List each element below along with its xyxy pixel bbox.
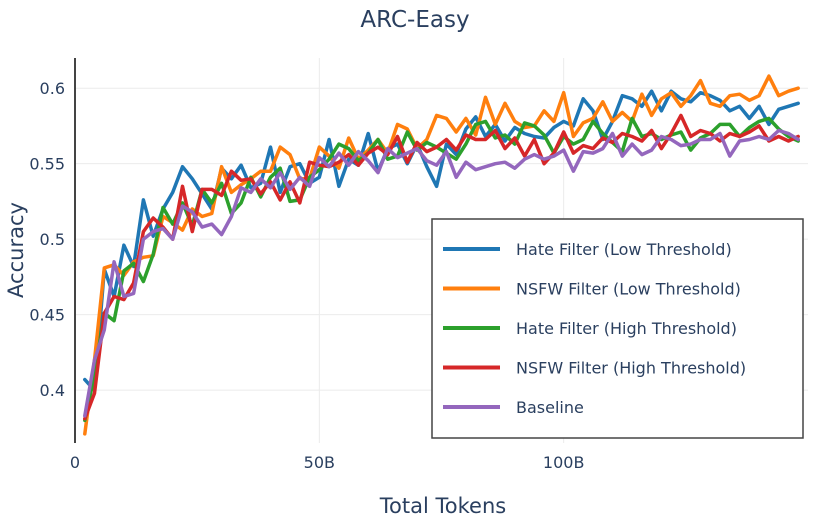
y-tick-label: 0.6 bbox=[40, 79, 65, 98]
series-line-5 bbox=[83, 128, 800, 418]
x-axis-title: Total Tokens bbox=[379, 494, 506, 518]
series-line-4 bbox=[83, 113, 800, 421]
legend-item-label: Baseline bbox=[516, 398, 584, 417]
series-line-1 bbox=[83, 89, 800, 392]
axes: 0.4 0.45 0.5 0.55 0.6 0 50B 100B bbox=[29, 58, 584, 472]
series-line-2 bbox=[83, 74, 800, 436]
legend-item-label: Hate Filter (Low Threshold) bbox=[516, 240, 732, 259]
x-tick-label: 50B bbox=[304, 453, 335, 472]
chart-title: ARC-Easy bbox=[360, 7, 469, 33]
legend: Hate Filter (Low Threshold) NSFW Filter (… bbox=[431, 218, 804, 439]
y-axis-title: Accuracy bbox=[4, 202, 28, 298]
legend-item-label: Hate Filter (High Threshold) bbox=[516, 319, 737, 338]
y-tick-label: 0.55 bbox=[29, 155, 65, 174]
x-tick-label: 0 bbox=[70, 453, 80, 472]
y-tick-label: 0.45 bbox=[29, 306, 65, 325]
series-line-3 bbox=[83, 116, 800, 423]
series-lines bbox=[83, 74, 800, 436]
y-tick-label: 0.4 bbox=[40, 381, 65, 400]
x-tick-label: 100B bbox=[543, 453, 585, 472]
y-tick-label: 0.5 bbox=[40, 230, 65, 249]
legend-item-label: NSFW Filter (Low Threshold) bbox=[516, 280, 741, 299]
legend-item-label: NSFW Filter (High Threshold) bbox=[516, 359, 746, 378]
